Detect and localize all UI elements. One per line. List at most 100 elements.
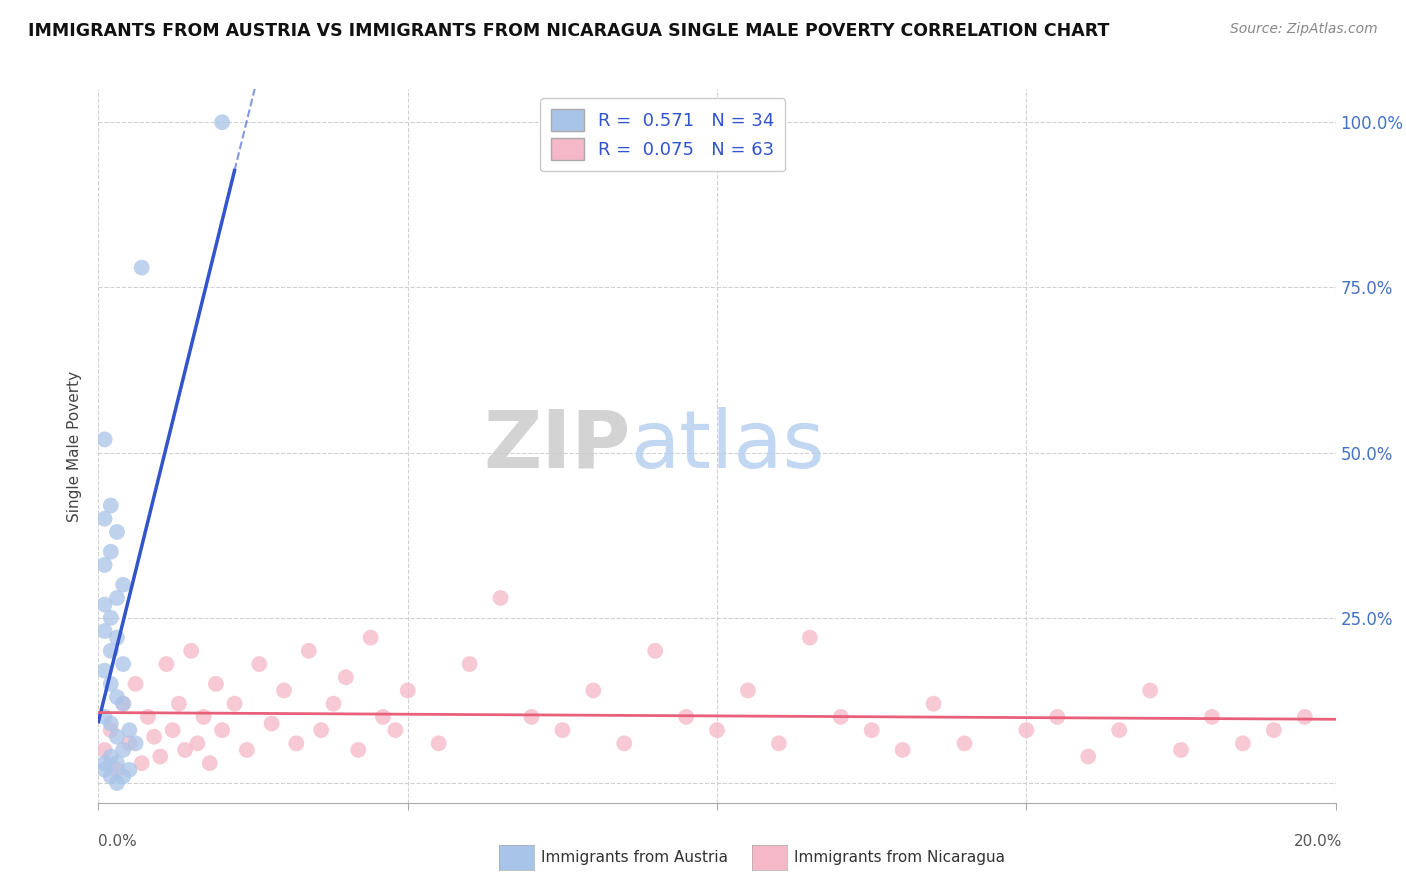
- Point: [100, 716, 122, 731]
- Point: [143, 730, 166, 744]
- Point: [105, 524, 128, 539]
- Point: [396, 683, 419, 698]
- Point: [260, 716, 283, 731]
- Point: [236, 743, 259, 757]
- Text: 0.0%: 0.0%: [98, 834, 138, 849]
- Point: [180, 644, 202, 658]
- Point: [100, 499, 122, 513]
- Legend: R =  0.571   N = 34, R =  0.075   N = 63: R = 0.571 N = 34, R = 0.075 N = 63: [540, 98, 786, 171]
- Point: [953, 736, 976, 750]
- Point: [489, 591, 512, 605]
- Y-axis label: Single Male Poverty: Single Male Poverty: [67, 370, 83, 522]
- Point: [100, 723, 122, 738]
- Point: [112, 697, 135, 711]
- Point: [247, 657, 270, 671]
- Point: [309, 723, 332, 738]
- Point: [100, 769, 122, 783]
- Point: [1077, 749, 1099, 764]
- Point: [112, 657, 135, 671]
- Text: IMMIGRANTS FROM AUSTRIA VS IMMIGRANTS FROM NICARAGUA SINGLE MALE POVERTY CORRELA: IMMIGRANTS FROM AUSTRIA VS IMMIGRANTS FR…: [28, 22, 1109, 40]
- Point: [186, 736, 208, 750]
- Point: [830, 710, 852, 724]
- Point: [105, 690, 128, 704]
- Point: [131, 260, 153, 275]
- Point: [105, 776, 128, 790]
- Point: [224, 697, 246, 711]
- Text: ZIP: ZIP: [484, 407, 630, 485]
- Point: [922, 697, 945, 711]
- Point: [322, 697, 344, 711]
- Point: [1170, 743, 1192, 757]
- Point: [100, 644, 122, 658]
- Point: [100, 749, 122, 764]
- Point: [1294, 710, 1316, 724]
- Point: [105, 631, 128, 645]
- Point: [136, 710, 159, 724]
- Point: [384, 723, 406, 738]
- Point: [93, 763, 115, 777]
- Point: [1046, 710, 1069, 724]
- Point: [93, 710, 115, 724]
- Point: [112, 769, 135, 783]
- Point: [273, 683, 295, 698]
- Point: [613, 736, 636, 750]
- Point: [118, 763, 141, 777]
- Point: [124, 736, 146, 750]
- Point: [1015, 723, 1038, 738]
- Text: Source: ZipAtlas.com: Source: ZipAtlas.com: [1230, 22, 1378, 37]
- Point: [118, 723, 141, 738]
- Point: [93, 624, 115, 638]
- Point: [105, 763, 128, 777]
- Point: [155, 657, 177, 671]
- Point: [112, 697, 135, 711]
- Point: [93, 756, 115, 771]
- Point: [93, 664, 115, 678]
- Point: [1201, 710, 1223, 724]
- Point: [371, 710, 394, 724]
- Point: [174, 743, 197, 757]
- Point: [891, 743, 914, 757]
- Point: [1263, 723, 1285, 738]
- Point: [211, 115, 233, 129]
- Point: [105, 756, 128, 771]
- Point: [1232, 736, 1254, 750]
- Point: [149, 749, 172, 764]
- Point: [105, 730, 128, 744]
- Point: [205, 677, 228, 691]
- Point: [112, 743, 135, 757]
- Text: atlas: atlas: [630, 407, 825, 485]
- Point: [93, 743, 115, 757]
- Point: [860, 723, 883, 738]
- Point: [118, 736, 141, 750]
- Point: [644, 644, 666, 658]
- Point: [768, 736, 790, 750]
- Point: [112, 578, 135, 592]
- Point: [675, 710, 697, 724]
- Point: [105, 591, 128, 605]
- Point: [93, 558, 115, 572]
- Point: [93, 598, 115, 612]
- Point: [93, 433, 115, 447]
- Point: [167, 697, 190, 711]
- Point: [582, 683, 605, 698]
- Point: [799, 631, 821, 645]
- Point: [298, 644, 321, 658]
- Point: [162, 723, 184, 738]
- Point: [1108, 723, 1130, 738]
- Point: [458, 657, 481, 671]
- Point: [360, 631, 382, 645]
- Point: [706, 723, 728, 738]
- Point: [347, 743, 370, 757]
- Point: [131, 756, 153, 771]
- Point: [520, 710, 543, 724]
- Text: Immigrants from Nicaragua: Immigrants from Nicaragua: [794, 850, 1005, 864]
- Point: [100, 611, 122, 625]
- Point: [100, 545, 122, 559]
- Point: [93, 511, 115, 525]
- Point: [427, 736, 450, 750]
- Point: [211, 723, 233, 738]
- Point: [1139, 683, 1161, 698]
- Point: [551, 723, 574, 738]
- Point: [193, 710, 215, 724]
- Point: [737, 683, 759, 698]
